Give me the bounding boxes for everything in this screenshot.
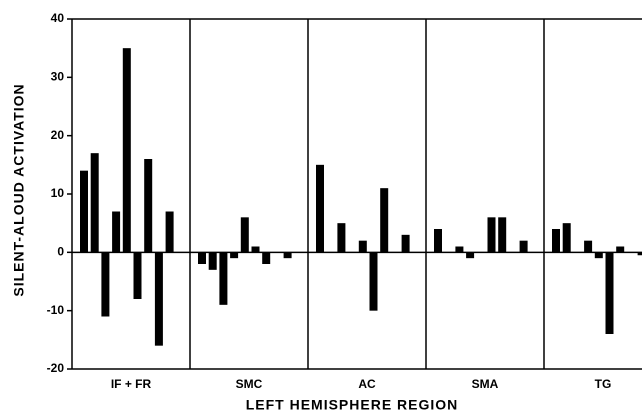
x-axis-title: LEFT HEMISPHERE REGION xyxy=(246,397,459,413)
bar xyxy=(455,246,464,253)
bar xyxy=(487,217,496,253)
bar xyxy=(101,252,110,317)
bar xyxy=(208,252,217,270)
bar xyxy=(133,252,142,299)
bar xyxy=(122,48,131,253)
bar xyxy=(90,153,99,253)
bar xyxy=(154,252,163,346)
bar xyxy=(616,246,625,253)
bar xyxy=(562,223,571,253)
x-tick-label: SMA xyxy=(472,377,499,391)
bar xyxy=(219,252,228,305)
bar xyxy=(198,252,206,264)
x-tick-label: SMC xyxy=(236,377,263,391)
bar xyxy=(552,229,560,253)
y-tick-label: 30 xyxy=(51,70,65,84)
y-tick-label: 0 xyxy=(57,245,64,259)
bar xyxy=(358,240,367,253)
bar xyxy=(519,240,528,253)
y-tick-label: 40 xyxy=(51,11,65,25)
bar xyxy=(165,211,174,253)
bar xyxy=(337,223,346,253)
bar xyxy=(380,188,389,253)
bar xyxy=(594,252,603,259)
bar xyxy=(498,217,507,253)
bar xyxy=(144,159,153,253)
bar xyxy=(316,164,324,253)
y-axis-title: SILENT-ALOUD ACTIVATION xyxy=(11,83,27,296)
bar xyxy=(466,252,475,259)
x-tick-label: IF + FR xyxy=(111,377,152,391)
bar xyxy=(401,234,410,253)
y-tick-label: -10 xyxy=(47,303,65,317)
bar xyxy=(584,240,593,253)
x-tick-label: AC xyxy=(358,377,376,391)
y-tick-label: 20 xyxy=(51,128,65,142)
bar xyxy=(112,211,121,253)
bar xyxy=(434,229,442,253)
bar xyxy=(369,252,378,311)
bar xyxy=(240,217,249,253)
bar xyxy=(637,252,642,256)
x-tick-label: TG xyxy=(595,377,612,391)
bar xyxy=(251,246,260,253)
bar xyxy=(605,252,614,334)
y-tick-label: 10 xyxy=(51,186,65,200)
bar xyxy=(80,170,88,253)
bar xyxy=(283,252,292,259)
bar xyxy=(262,252,271,264)
bar xyxy=(230,252,239,259)
y-tick-label: -20 xyxy=(47,361,65,375)
